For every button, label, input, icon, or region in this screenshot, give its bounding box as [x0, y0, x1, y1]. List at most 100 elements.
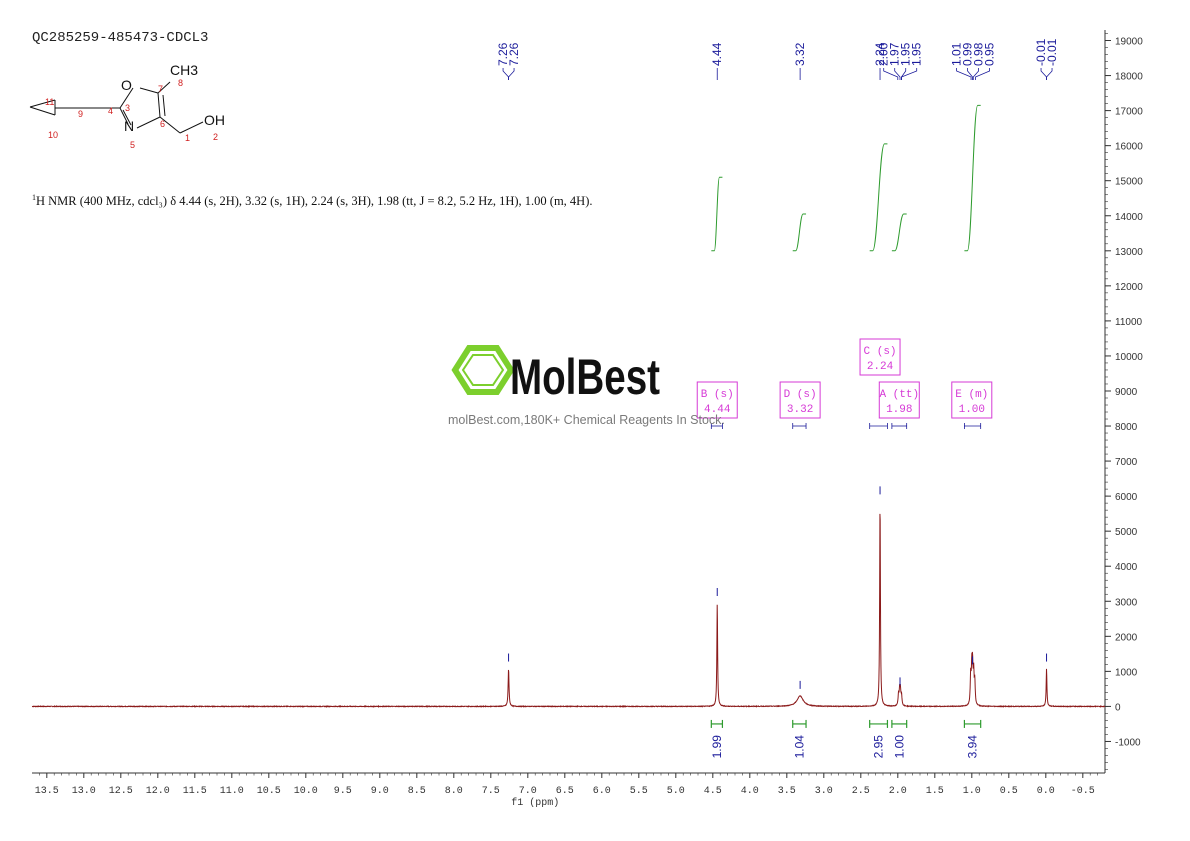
atom-symbol: O: [121, 77, 132, 93]
x-tick-label: 1.5: [926, 786, 944, 797]
multiplet-box: [859, 338, 901, 376]
peak-label-connector: [502, 68, 509, 80]
atom-number: 3: [125, 103, 130, 113]
peak-label-connector: [901, 68, 907, 80]
x-tick-label: 5.5: [630, 786, 648, 797]
y-tick-label: 4000: [1115, 562, 1138, 573]
y-tick-label: 17000: [1115, 107, 1143, 118]
bond: [162, 94, 166, 117]
multiplet-box: [779, 381, 821, 419]
nucleus-superscript: 1: [32, 193, 36, 202]
bond: [29, 99, 56, 108]
logo-inner-ring-icon: [461, 354, 505, 386]
atom-number: 6: [160, 119, 165, 129]
y-tick-label: 1000: [1115, 667, 1138, 678]
peak-label: 2.24: [873, 42, 887, 66]
x-tick-label: 7.0: [519, 786, 537, 797]
atom-number: 1: [185, 133, 190, 143]
peak-label: 1.97: [888, 42, 902, 66]
integral-curve: [891, 213, 907, 252]
integral-value: 2.95: [872, 735, 886, 759]
peak-label-connector: [972, 68, 979, 80]
integral-curve: [711, 176, 723, 252]
peak-label: 7.26: [496, 42, 510, 66]
multiplet-shift: 2.24: [867, 361, 894, 373]
nmr-description-text: H NMR (400 MHz, cdcl₃) δ 4.44 (s, 2H), 3…: [36, 194, 593, 209]
bond: [119, 87, 134, 109]
nmr-description: 1H NMR (400 MHz, cdcl₃) δ 4.44 (s, 2H), …: [32, 189, 612, 210]
x-tick-label: 11.0: [220, 786, 244, 797]
atom-number: 5: [130, 140, 135, 150]
peak-label: 2.00: [877, 42, 891, 66]
peak-label: 0.98: [972, 42, 986, 66]
x-tick-label: 3.0: [815, 786, 833, 797]
x-tick-label: 2.5: [852, 786, 870, 797]
peak-label: 1.95: [910, 42, 924, 66]
y-tick-label: 2000: [1115, 632, 1138, 643]
x-tick-label: 1.0: [963, 786, 981, 797]
peak-label: 0.95: [983, 42, 997, 66]
x-tick-label: 8.5: [408, 786, 426, 797]
y-tick-label: 0: [1115, 702, 1121, 713]
y-tick-label: 8000: [1115, 422, 1138, 433]
x-tick-label: 3.5: [778, 786, 796, 797]
atom-number: 9: [78, 109, 83, 119]
peak-label-connector: [967, 68, 973, 80]
peak-label: -0.01: [1034, 38, 1048, 66]
peak-label: 1.95: [899, 42, 913, 66]
y-tick-label: 10000: [1115, 352, 1143, 363]
x-tick-label: 10.0: [294, 786, 318, 797]
y-tick-label: 13000: [1115, 247, 1143, 258]
atom-symbol: OH: [204, 112, 225, 128]
bond: [122, 109, 132, 126]
x-axis-label: f1 (ppm): [511, 797, 559, 809]
multiplet-box: [696, 381, 738, 419]
peak-label-connector: [956, 68, 972, 80]
x-tick-label: 6.0: [593, 786, 611, 797]
bond: [119, 107, 129, 125]
integral-value: 1.99: [710, 735, 724, 759]
multiplet-shift: 1.00: [959, 404, 985, 416]
peak-markers: [508, 486, 1048, 689]
multiplet-name: A (tt): [879, 389, 919, 401]
x-tick-label: 7.5: [482, 786, 500, 797]
integral-curve: [964, 104, 981, 252]
watermark-brand: MolBest: [510, 349, 660, 405]
x-tick-label: 2.0: [889, 786, 907, 797]
multiplet-annotations: B (s) 4.44 D (s) 3.32 C (s) 2.24 A (tt) 1.98 E (…: [696, 338, 993, 429]
integral-group: 1.99 1.04 2.95 1.00 3.94: [710, 104, 982, 759]
watermark-tagline: molBest.com,180K+ Chemical Reagents In S…: [448, 413, 725, 427]
multiplet-name: B (s): [701, 389, 734, 401]
x-tick-label: 12.0: [146, 786, 170, 797]
y-tick-label: 11000: [1115, 317, 1143, 328]
atom-number: 10: [48, 130, 58, 140]
atom-number: 11: [45, 97, 54, 107]
spectrum-line: [31, 513, 1106, 708]
multiplet-name: E (m): [955, 389, 988, 401]
multiplet-shift: 3.32: [787, 404, 813, 416]
atom-number: 7: [158, 84, 163, 94]
y-tick-label: 5000: [1115, 527, 1138, 538]
x-axis: 13.5 13.0 12.5 12.0 11.5 11.0 10.5 10.0 9.5 9.0 8.…: [35, 773, 1098, 809]
bond: [179, 121, 204, 134]
atom-symbol: CH3: [170, 62, 198, 78]
integral-value: 1.04: [792, 735, 806, 759]
peak-label: 4.44: [710, 42, 724, 66]
x-tick-label: 4.5: [704, 786, 722, 797]
x-tick-label: 12.5: [109, 786, 133, 797]
x-tick-label: 13.5: [35, 786, 59, 797]
multiplet-name: C (s): [864, 346, 897, 358]
y-tick-label: 3000: [1115, 597, 1138, 608]
sample-id: QC285259-485473-CDCL3: [32, 30, 209, 46]
x-tick-label: 0.5: [1000, 786, 1018, 797]
x-tick-label: 6.5: [556, 786, 574, 797]
x-tick-label: -0.5: [1071, 786, 1095, 797]
y-axis: 19000 18000 17000 16000 15000 14000 13000 12000…: [1105, 33, 1143, 770]
x-tick-label: 9.5: [334, 786, 352, 797]
peak-label-connector: [883, 68, 899, 80]
multiplet-box: [951, 381, 993, 419]
multiplet-name: D (s): [784, 389, 817, 401]
atom-number: 4: [108, 106, 113, 116]
